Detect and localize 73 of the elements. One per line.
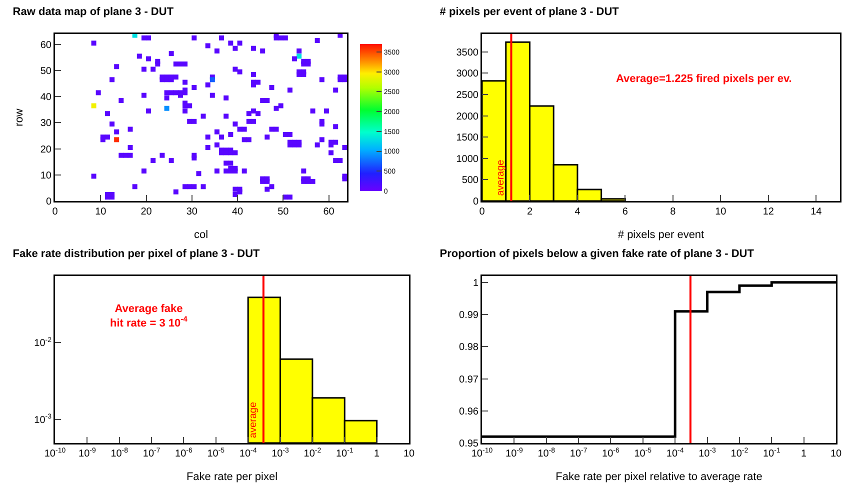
y-tick-label: 500 bbox=[462, 175, 479, 186]
x-axis-title: # pixels per event bbox=[618, 229, 704, 241]
x-tick-label: 10$^{-8}$ bbox=[538, 447, 556, 460]
x-axis-title: col bbox=[194, 229, 208, 241]
y-tick-label: 0.95 bbox=[459, 438, 479, 450]
x-tick-label: 10 bbox=[830, 448, 842, 460]
chart-title: Fake rate distribution per pixel of plane 3 - DUT bbox=[12, 248, 260, 260]
y-tick-label: 0 bbox=[46, 196, 52, 208]
y-tick-label: 2500 bbox=[456, 90, 479, 101]
y-tick-label: 0.99 bbox=[459, 310, 479, 322]
y-axis-title: row bbox=[14, 108, 26, 126]
x-tick-label: 10$^{-4}$ bbox=[666, 447, 684, 460]
y-tick-label: 10 bbox=[40, 170, 52, 182]
x-tick-label: 10$^{-5}$ bbox=[207, 447, 225, 460]
x-tick-label: 30 bbox=[186, 206, 198, 218]
y-tick-label: 60 bbox=[40, 40, 52, 51]
x-tick-label: 14 bbox=[810, 206, 822, 218]
x-tick-label: 10 bbox=[403, 448, 415, 460]
y-tick-label: 10$^{-3}$ bbox=[34, 414, 52, 426]
y-tick-label: 3500 bbox=[456, 47, 479, 58]
y-tick-label: 2000 bbox=[456, 111, 479, 122]
x-tick-label: 2 bbox=[526, 206, 533, 218]
x-tick-label: 10$^{-7}$ bbox=[570, 447, 588, 460]
x-tick-label: 20 bbox=[140, 206, 152, 218]
x-tick-label: 1 bbox=[374, 448, 380, 460]
x-tick-label: 10$^{-1}$ bbox=[762, 447, 780, 460]
y-tick-label: 0.96 bbox=[459, 406, 479, 418]
y-tick-label: 1000 bbox=[456, 154, 479, 165]
x-tick-label: 10$^{-3}$ bbox=[698, 447, 716, 460]
y-tick-label: 1 bbox=[472, 278, 479, 289]
chart-title: # pixels per event of plane 3 - DUT bbox=[440, 6, 620, 18]
x-tick-label: 10$^{-6}$ bbox=[602, 447, 620, 460]
y-tick-label: 10$^{-2}$ bbox=[34, 336, 52, 350]
chart-title: Proportion of pixels below a given fake rate of plane 3 - DUT bbox=[440, 248, 754, 260]
x-tick-label: 10$^{-4}$ bbox=[239, 447, 257, 460]
x-tick-label: 10$^{-10}$ bbox=[44, 447, 66, 460]
annotation: Average=1.225 fired pixels per ev. bbox=[616, 73, 792, 85]
x-tick-label: 4 bbox=[574, 206, 581, 218]
y-tick-label: 1500 bbox=[456, 132, 479, 144]
x-tick-label: 8 bbox=[670, 206, 676, 218]
x-tick-label: 10$^{-9}$ bbox=[78, 447, 96, 460]
y-tick-label: 0 bbox=[472, 196, 479, 208]
x-tick-label: 10 bbox=[715, 206, 727, 218]
y-tick-label: 20 bbox=[40, 144, 52, 156]
y-tick-label: 0.97 bbox=[459, 374, 479, 386]
ref-line-label: average bbox=[248, 402, 259, 438]
y-tick-label: 50 bbox=[40, 66, 52, 78]
x-tick-label: 40 bbox=[232, 206, 244, 218]
x-tick-label: 10$^{-6}$ bbox=[175, 447, 193, 460]
y-tick-label: 3000 bbox=[456, 68, 479, 80]
x-tick-label: 10$^{-3}$ bbox=[272, 447, 290, 460]
x-tick-label: 10$^{-10}$ bbox=[471, 447, 493, 460]
x-tick-label: 10 bbox=[95, 206, 107, 218]
annotation: Average fake hit rate = 3 10$^{-4}$ bbox=[110, 303, 188, 330]
y-tick-label: 0.98 bbox=[459, 342, 479, 354]
x-tick-label: 10$^{-7}$ bbox=[142, 447, 160, 460]
x-axis-title: Fake rate per pixel relative to average rate bbox=[556, 471, 762, 483]
x-tick-label: 10$^{-2}$ bbox=[730, 447, 748, 460]
chart-title: Raw data map of plane 3 - DUT bbox=[12, 6, 174, 18]
y-tick-label: 40 bbox=[40, 92, 52, 104]
x-tick-label: 10$^{-5}$ bbox=[634, 447, 652, 460]
x-axis-title: Fake rate per pixel bbox=[186, 471, 278, 483]
x-tick-label: 12 bbox=[762, 206, 774, 218]
y-tick-label: 30 bbox=[40, 118, 52, 130]
x-tick-label: 10$^{-1}$ bbox=[336, 447, 354, 460]
x-tick-label: 6 bbox=[622, 206, 628, 218]
ref-line-label: average bbox=[496, 159, 507, 196]
x-tick-label: 10$^{-9}$ bbox=[506, 447, 523, 460]
x-tick-label: 10$^{-8}$ bbox=[110, 447, 128, 460]
x-tick-label: 1 bbox=[801, 448, 808, 460]
x-tick-label: 50 bbox=[278, 206, 290, 218]
x-tick-label: 10$^{-2}$ bbox=[304, 447, 322, 460]
x-tick-label: 60 bbox=[323, 206, 335, 218]
